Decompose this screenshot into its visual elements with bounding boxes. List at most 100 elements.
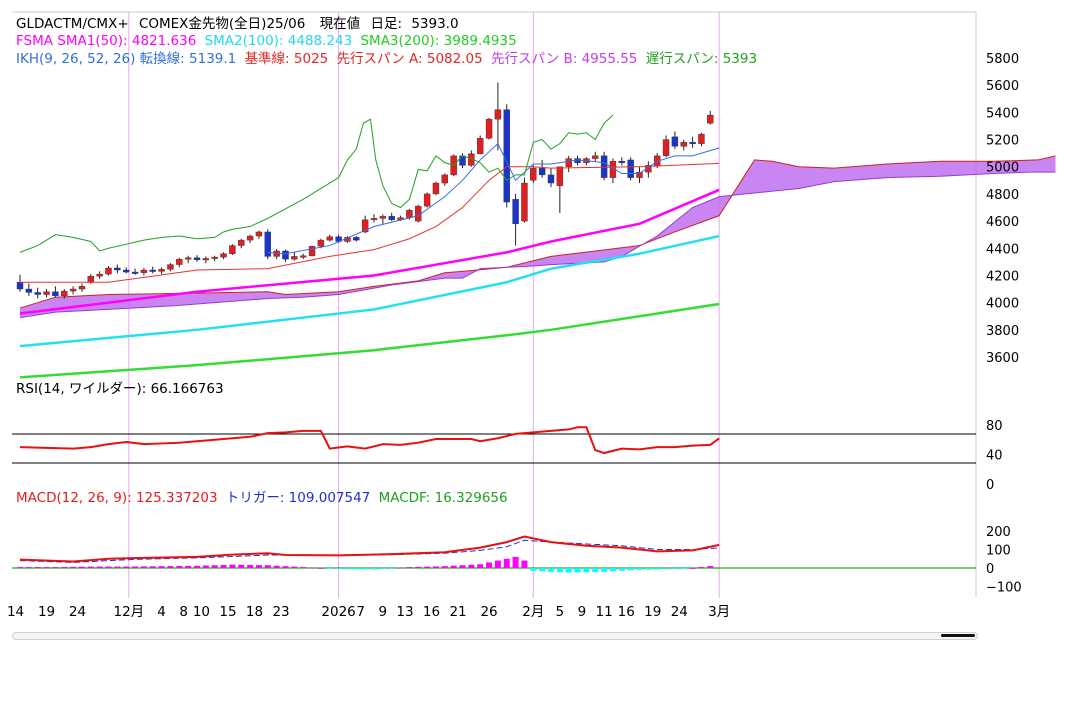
date-label: 19 <box>644 604 661 620</box>
date-label: 18 <box>246 604 263 620</box>
sma3-legend: SMA3(200): 3989.4935 <box>360 33 516 49</box>
macd-histogram-bar <box>61 566 68 568</box>
macd-histogram-bar <box>87 566 94 568</box>
candle-body <box>689 142 696 144</box>
macd-histogram-bar <box>34 567 41 568</box>
macd-histogram-bar <box>105 566 112 568</box>
macd-indicator <box>12 535 976 573</box>
date-label: 23 <box>272 604 289 620</box>
candle-body <box>202 258 210 261</box>
date-label: 19 <box>38 604 55 620</box>
candle-body <box>140 269 148 273</box>
macd-histogram-bar <box>255 565 262 568</box>
macd-histogram-bar <box>680 568 687 569</box>
macd-histogram-bar <box>17 567 23 568</box>
candle-body <box>538 167 546 176</box>
candle-body <box>43 291 50 295</box>
macd-histogram-bar <box>335 568 342 569</box>
price-tick: 4200 <box>986 269 1019 284</box>
candle-body <box>618 161 625 163</box>
macd-histogram-bar <box>362 568 369 570</box>
price-axis: 5800 5600 5400 5200 5000 4800 4600 4400 4200 4000… <box>986 52 1019 366</box>
symbol-desc: COMEX金先物(全日)25/06 <box>139 15 305 32</box>
macd-histogram-bar <box>548 568 554 572</box>
macd-histogram-bar <box>450 565 457 568</box>
macd-histogram-bar <box>468 564 475 568</box>
candle-body <box>184 257 192 260</box>
price-label: 現在値 <box>320 16 361 32</box>
span-a-legend: 先行スパン A: 5082.05 <box>337 51 483 67</box>
candle-body <box>131 271 139 274</box>
candle-body <box>556 166 564 186</box>
macd-histogram-bar <box>574 568 581 573</box>
date-label: 16 <box>423 604 440 620</box>
candle-body <box>698 133 705 144</box>
price-tick: 5200 <box>986 134 1019 149</box>
candle-body <box>61 290 68 297</box>
candle-body <box>494 109 502 120</box>
date-label: 15 <box>219 604 236 620</box>
macd-histogram-bar <box>503 558 510 568</box>
macd-line <box>19 535 720 563</box>
date-label: 7 <box>356 604 365 620</box>
macd-histogram-bar <box>220 564 227 568</box>
macd-histogram-bar <box>176 565 183 568</box>
candle-body <box>158 269 165 272</box>
macd-histogram-bar <box>415 566 422 568</box>
macd-histogram-bar <box>247 564 254 568</box>
candle-body <box>105 267 112 275</box>
macd-histogram-bar <box>158 566 165 568</box>
macd-histogram-bar <box>291 566 298 568</box>
macd-histogram-bar <box>229 564 236 568</box>
candle-body <box>565 158 572 167</box>
date-label: 26 <box>480 604 497 620</box>
price-tick: 5000 <box>986 161 1019 176</box>
candle-body <box>441 174 448 184</box>
trigger-value: トリガー: 109.007547 <box>226 490 370 506</box>
rsi-indicator <box>19 426 720 455</box>
rsi-legend: RSI(14, ワイルダー): 66.166763 <box>16 381 224 397</box>
moving-averages <box>19 188 720 379</box>
chart-scrollbar[interactable] <box>12 632 978 640</box>
date-label: 4 <box>157 604 166 620</box>
candle-body <box>671 136 679 147</box>
candle-body <box>255 231 263 237</box>
macd-tick: 0 <box>986 562 994 577</box>
candle-body <box>459 155 466 166</box>
candle-body <box>167 264 174 270</box>
candle-body <box>300 255 307 258</box>
scrollbar-thumb[interactable] <box>941 634 975 637</box>
candle-body <box>220 253 227 258</box>
macd-histogram-bar <box>486 562 493 568</box>
macd-histogram-bar <box>344 568 351 570</box>
candle-body <box>406 210 413 218</box>
kijun-legend: 基準線: 5025 <box>245 50 329 67</box>
macd-histogram-bar <box>645 568 652 570</box>
rsi-tick: 80 <box>986 419 1003 434</box>
macd-histogram-bar <box>202 565 209 568</box>
candle-body <box>370 218 378 221</box>
plot-frames <box>12 11 977 598</box>
macd-histogram-bar <box>211 565 218 568</box>
macd-histogram-bar <box>326 568 333 569</box>
macd-histogram-bar <box>618 568 625 571</box>
macd-histogram-bar <box>539 568 546 572</box>
price-tick: 5400 <box>986 106 1019 121</box>
macd-histogram-bar <box>530 568 537 571</box>
rsi-tick: 40 <box>986 449 1003 464</box>
date-label: 13 <box>396 604 413 620</box>
macd-histogram-bar <box>353 568 360 570</box>
symbol: GLDACTM/CMX+ <box>16 16 129 32</box>
candle-body <box>353 237 360 241</box>
price-tick: 4400 <box>986 242 1019 257</box>
candle-body <box>317 239 325 247</box>
macd-histogram-bar <box>282 566 289 568</box>
date-label: 10 <box>193 604 210 620</box>
price-tick: 3600 <box>986 351 1019 366</box>
date-label: 24 <box>69 604 86 620</box>
macd-histogram-bar <box>309 567 316 569</box>
macd-tick: −100 <box>986 581 1022 596</box>
macd-histogram-bar <box>494 560 501 568</box>
macd-histogram-bar <box>185 565 192 568</box>
chikou-legend: 遅行スパン: 5393 <box>646 51 757 67</box>
